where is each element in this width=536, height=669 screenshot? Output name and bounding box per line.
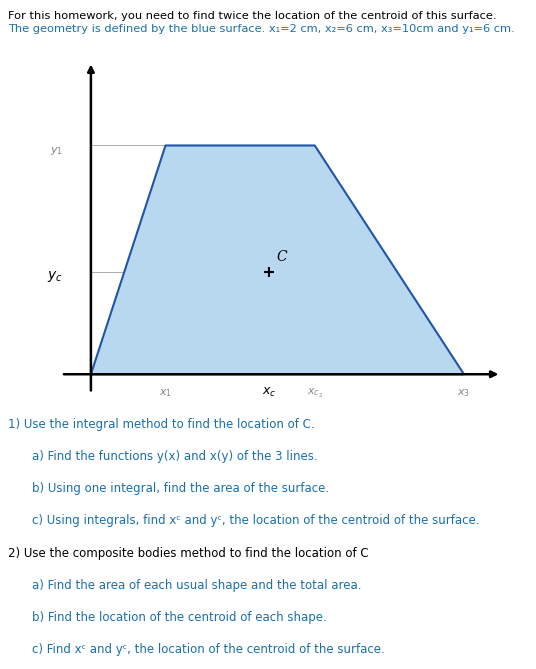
Text: c) Using integrals, find xᶜ and yᶜ, the location of the centroid of the surface.: c) Using integrals, find xᶜ and yᶜ, the … [32, 514, 480, 527]
Text: The geometry is defined by the blue surface. x₁=2 cm, x₂=6 cm, x₃=10cm and y₁=6 : The geometry is defined by the blue surf… [8, 24, 515, 34]
Text: b) Find the location of the centroid of each shape.: b) Find the location of the centroid of … [32, 611, 327, 624]
Text: 2) Use the composite bodies method to find the location of C: 2) Use the composite bodies method to fi… [8, 547, 369, 559]
Text: $y_1$: $y_1$ [50, 145, 63, 157]
Text: $x_c$: $x_c$ [262, 386, 277, 399]
Text: $y_c$: $y_c$ [47, 269, 63, 284]
Text: b) Using one integral, find the area of the surface.: b) Using one integral, find the area of … [32, 482, 329, 495]
Text: C: C [277, 250, 287, 264]
Text: $x_{c_2}$: $x_{c_2}$ [307, 387, 323, 400]
Text: c) Find xᶜ and yᶜ, the location of the centroid of the surface.: c) Find xᶜ and yᶜ, the location of the c… [32, 643, 385, 656]
Text: For this homework, you need to find twice the location of the centroid of this s: For this homework, you need to find twic… [8, 11, 496, 21]
Polygon shape [91, 145, 464, 374]
Text: a) Find the area of each usual shape and the total area.: a) Find the area of each usual shape and… [32, 579, 362, 591]
Text: 1) Use the integral method to find the location of C.: 1) Use the integral method to find the l… [8, 418, 315, 431]
Text: a) Find the functions y(x) and x(y) of the 3 lines.: a) Find the functions y(x) and x(y) of t… [32, 450, 318, 463]
Text: $x_1$: $x_1$ [159, 387, 172, 399]
Text: $x_3$: $x_3$ [457, 387, 471, 399]
